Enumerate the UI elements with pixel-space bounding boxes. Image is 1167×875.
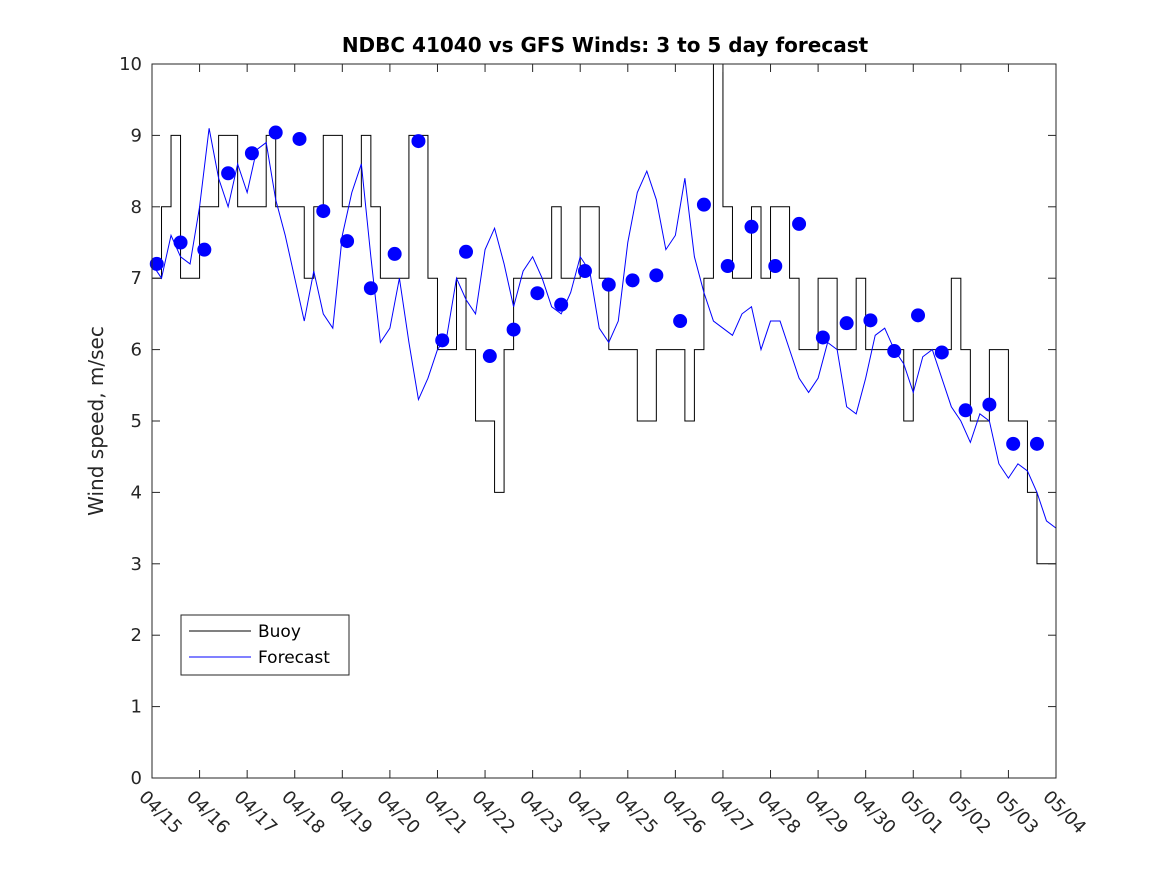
y-tick-label: 1: [131, 697, 142, 718]
forecast-marker: [815, 330, 830, 345]
forecast-marker: [863, 313, 878, 328]
forecast-marker: [411, 134, 426, 149]
legend-forecast-label: Forecast: [258, 648, 330, 668]
forecast-marker: [340, 234, 355, 249]
forecast-marker: [244, 146, 259, 161]
y-axis: 0 1 2 3 4 5 6 7 8 9 10: [119, 54, 1056, 789]
forecast-marker: [1029, 436, 1044, 451]
forecast-series: [151, 128, 1057, 529]
forecast-marker: [1006, 436, 1021, 451]
y-tick-label: 5: [131, 411, 142, 432]
buoy-line: [152, 63, 1057, 565]
y-tick-label: 7: [131, 268, 142, 289]
forecast-marker: [720, 259, 735, 274]
forecast-marker: [363, 281, 378, 296]
forecast-marker: [958, 403, 973, 418]
legend: Buoy Forecast: [180, 614, 350, 676]
forecast-marker: [482, 349, 497, 364]
forecast-markers: [149, 125, 1044, 451]
y-tick-label: 0: [131, 768, 142, 789]
y-tick-label: 2: [131, 625, 142, 646]
forecast-marker: [459, 244, 474, 259]
y-tick-label: 4: [131, 482, 142, 503]
forecast-marker: [934, 345, 949, 360]
forecast-marker: [744, 219, 759, 234]
forecast-marker: [435, 333, 450, 348]
forecast-marker: [673, 314, 688, 329]
y-axis-label: Wind speed, m/sec: [84, 326, 108, 516]
forecast-marker: [577, 264, 592, 279]
legend-box: [180, 614, 350, 676]
forecast-line: [151, 128, 1057, 529]
forecast-marker: [554, 297, 569, 312]
y-tick-label: 9: [131, 125, 142, 146]
chart-title: NDBC 41040 vs GFS Winds: 3 to 5 day fore…: [342, 33, 869, 57]
forecast-marker: [292, 131, 307, 146]
forecast-marker: [387, 246, 402, 261]
forecast-marker: [530, 286, 545, 301]
forecast-marker: [601, 277, 616, 292]
forecast-marker: [506, 322, 521, 337]
forecast-marker: [316, 204, 331, 219]
y-tick-label: 8: [131, 197, 142, 218]
forecast-marker: [696, 197, 711, 212]
forecast-marker: [982, 397, 997, 412]
forecast-marker: [911, 308, 926, 323]
y-tick-label: 10: [119, 54, 142, 75]
forecast-marker: [768, 259, 783, 274]
forecast-marker: [792, 216, 807, 231]
forecast-marker: [197, 242, 212, 257]
forecast-marker: [173, 235, 188, 250]
forecast-marker: [839, 316, 854, 331]
y-tick-label: 3: [131, 554, 142, 575]
forecast-marker: [887, 344, 902, 359]
forecast-marker: [625, 273, 640, 288]
forecast-marker: [221, 166, 236, 181]
legend-buoy-label: Buoy: [258, 622, 301, 642]
y-tick-label: 6: [131, 340, 142, 361]
forecast-marker: [268, 125, 283, 140]
buoy-series: [152, 63, 1057, 565]
forecast-marker: [149, 256, 164, 271]
forecast-marker: [649, 268, 664, 283]
